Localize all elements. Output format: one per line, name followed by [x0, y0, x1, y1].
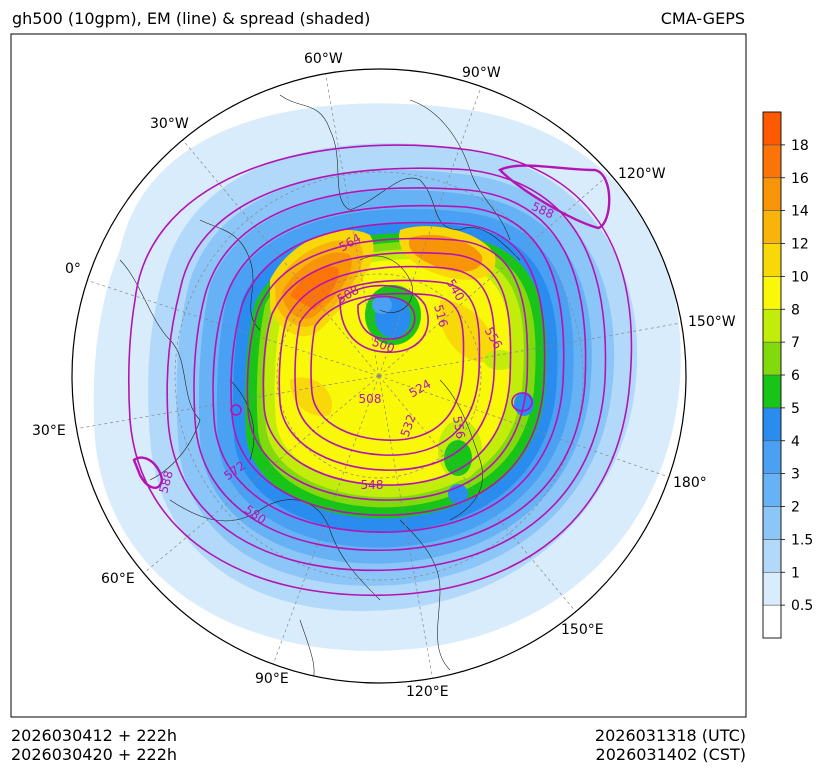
colorbar-swatch — [762, 571, 782, 606]
colorbar-frame — [762, 111, 782, 639]
contour-label: 588 — [156, 469, 175, 495]
colorbar-swatch — [762, 539, 782, 573]
colorbar-swatch — [762, 374, 782, 409]
contour-label: 556 — [450, 415, 468, 440]
model-name: CMA-GEPS — [660, 9, 745, 28]
colorbar-tick-label: 2 — [791, 500, 800, 516]
colorbar-tick-label: 4 — [791, 434, 800, 450]
colorbar-tick-label: 5 — [791, 401, 800, 417]
colorbar-swatch — [762, 243, 782, 277]
colorbar-swatch — [762, 308, 782, 343]
colorbar-swatch — [762, 276, 782, 310]
colorbar-tick-label: 10 — [791, 269, 809, 285]
colorbar-tick-label: 0.5 — [791, 598, 813, 614]
colorbar-tick-label: 12 — [791, 237, 809, 253]
colorbar-swatch — [762, 473, 782, 507]
valid-time-cst: 2026031402 (CST) — [595, 745, 746, 764]
colorbar-tick-label: 8 — [791, 302, 800, 318]
colorbar-swatch — [762, 506, 782, 540]
colorbar-tick-label: 1.5 — [791, 532, 813, 548]
colorbar-tick-label: 1 — [791, 565, 800, 581]
colorbar-swatch — [762, 407, 782, 442]
lon-label: 120°E — [406, 684, 449, 700]
init-time-utc: 2026030412 + 222h — [11, 726, 178, 745]
colorbar-tick-label: 3 — [791, 467, 800, 483]
lon-label: 60°W — [304, 51, 343, 67]
init-time-cst: 2026030420 + 222h — [11, 745, 178, 764]
lon-label: 0° — [65, 261, 81, 277]
valid-time-utc: 2026031318 (UTC) — [594, 726, 746, 745]
colorbar-swatch — [762, 210, 782, 244]
lon-label: 60°E — [101, 571, 135, 587]
lon-label: 90°E — [255, 671, 289, 687]
colorbar-tick-label: 18 — [791, 138, 809, 154]
colorbar: 0.5 1 1.5 2 3 4 5 6 7 8 10 12 14 16 18 — [762, 111, 813, 639]
lon-label: 90°W — [462, 65, 501, 81]
lon-label: 30°W — [150, 116, 189, 132]
colorbar-swatch — [762, 144, 782, 179]
colorbar-tick-label: 7 — [791, 335, 800, 351]
colorbar-tick-label: 6 — [791, 368, 800, 384]
colorbar-swatch — [762, 111, 782, 146]
contour-label: 508 — [359, 392, 382, 406]
coastlines — [119, 94, 521, 683]
colorbar-tick-label: 14 — [791, 204, 809, 220]
lon-label: 150°W — [688, 314, 736, 330]
map-boundary — [71, 68, 687, 684]
mean-contours — [128, 144, 633, 597]
colorbar-tick-label: 16 — [791, 171, 809, 187]
lon-label: 150°E — [561, 622, 604, 638]
contour-label: 516 — [431, 303, 450, 329]
lon-label: 30°E — [32, 423, 66, 439]
lon-label: 120°W — [618, 166, 666, 182]
colorbar-swatch — [762, 604, 782, 639]
colorbar-swatch — [762, 440, 782, 474]
graticule — [74, 70, 682, 682]
lon-label: 180° — [673, 475, 707, 491]
colorbar-swatch — [762, 177, 782, 211]
colorbar-swatch — [762, 341, 782, 376]
chart-title: gh500 (10gpm), EM (line) & spread (shade… — [12, 9, 371, 28]
spread-shading — [93, 103, 681, 651]
lon-label-group: 60°W 90°W 30°W 120°W 0° 150°W 30°E 180° … — [32, 51, 736, 700]
contour-label: 548 — [361, 478, 384, 492]
